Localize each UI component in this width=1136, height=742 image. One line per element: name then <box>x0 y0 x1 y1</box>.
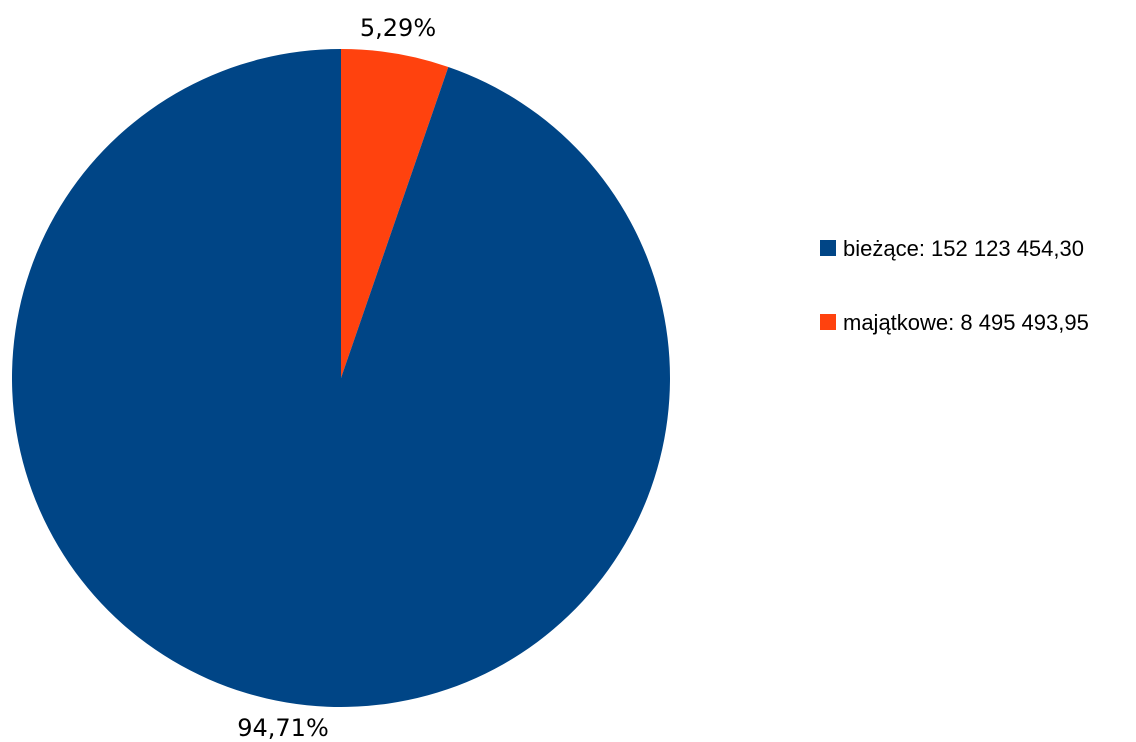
slice-percent-label-majątkowe: 5,29% <box>360 14 436 42</box>
pie-slices <box>11 49 671 708</box>
legend-swatch-bieżące <box>820 240 836 256</box>
legend-label-majątkowe: majątkowe: 8 495 493,95 <box>843 310 1089 335</box>
pie-slice-bieżące <box>11 49 671 708</box>
pie-slice-majątkowe <box>341 49 449 378</box>
legend: bieżące: 152 123 454,30 majątkowe: 8 495 … <box>820 236 1089 335</box>
legend-label-bieżące: bieżące: 152 123 454,30 <box>843 236 1084 261</box>
slice-percent-label-bieżące: 94,71% <box>237 714 329 742</box>
legend-swatch-majątkowe <box>820 314 836 330</box>
pie-labels: 5,29% 94,71% <box>237 14 436 742</box>
